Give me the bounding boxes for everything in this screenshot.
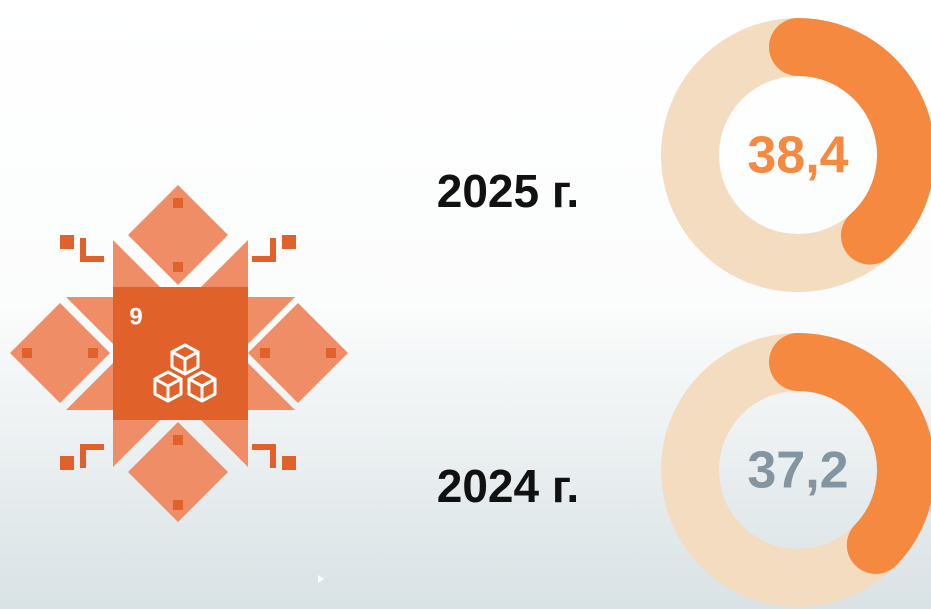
donut-arc bbox=[769, 18, 931, 265]
donut-arc bbox=[769, 333, 931, 574]
year-label: 2025 г. bbox=[437, 165, 579, 217]
value-label: 38,4 bbox=[747, 127, 848, 185]
year-label: 2024 г. bbox=[437, 460, 579, 512]
play-icon bbox=[318, 575, 324, 583]
logo-number: 9 bbox=[129, 303, 142, 330]
value-label: 37,2 bbox=[747, 442, 848, 500]
logo: 9 bbox=[10, 185, 348, 522]
